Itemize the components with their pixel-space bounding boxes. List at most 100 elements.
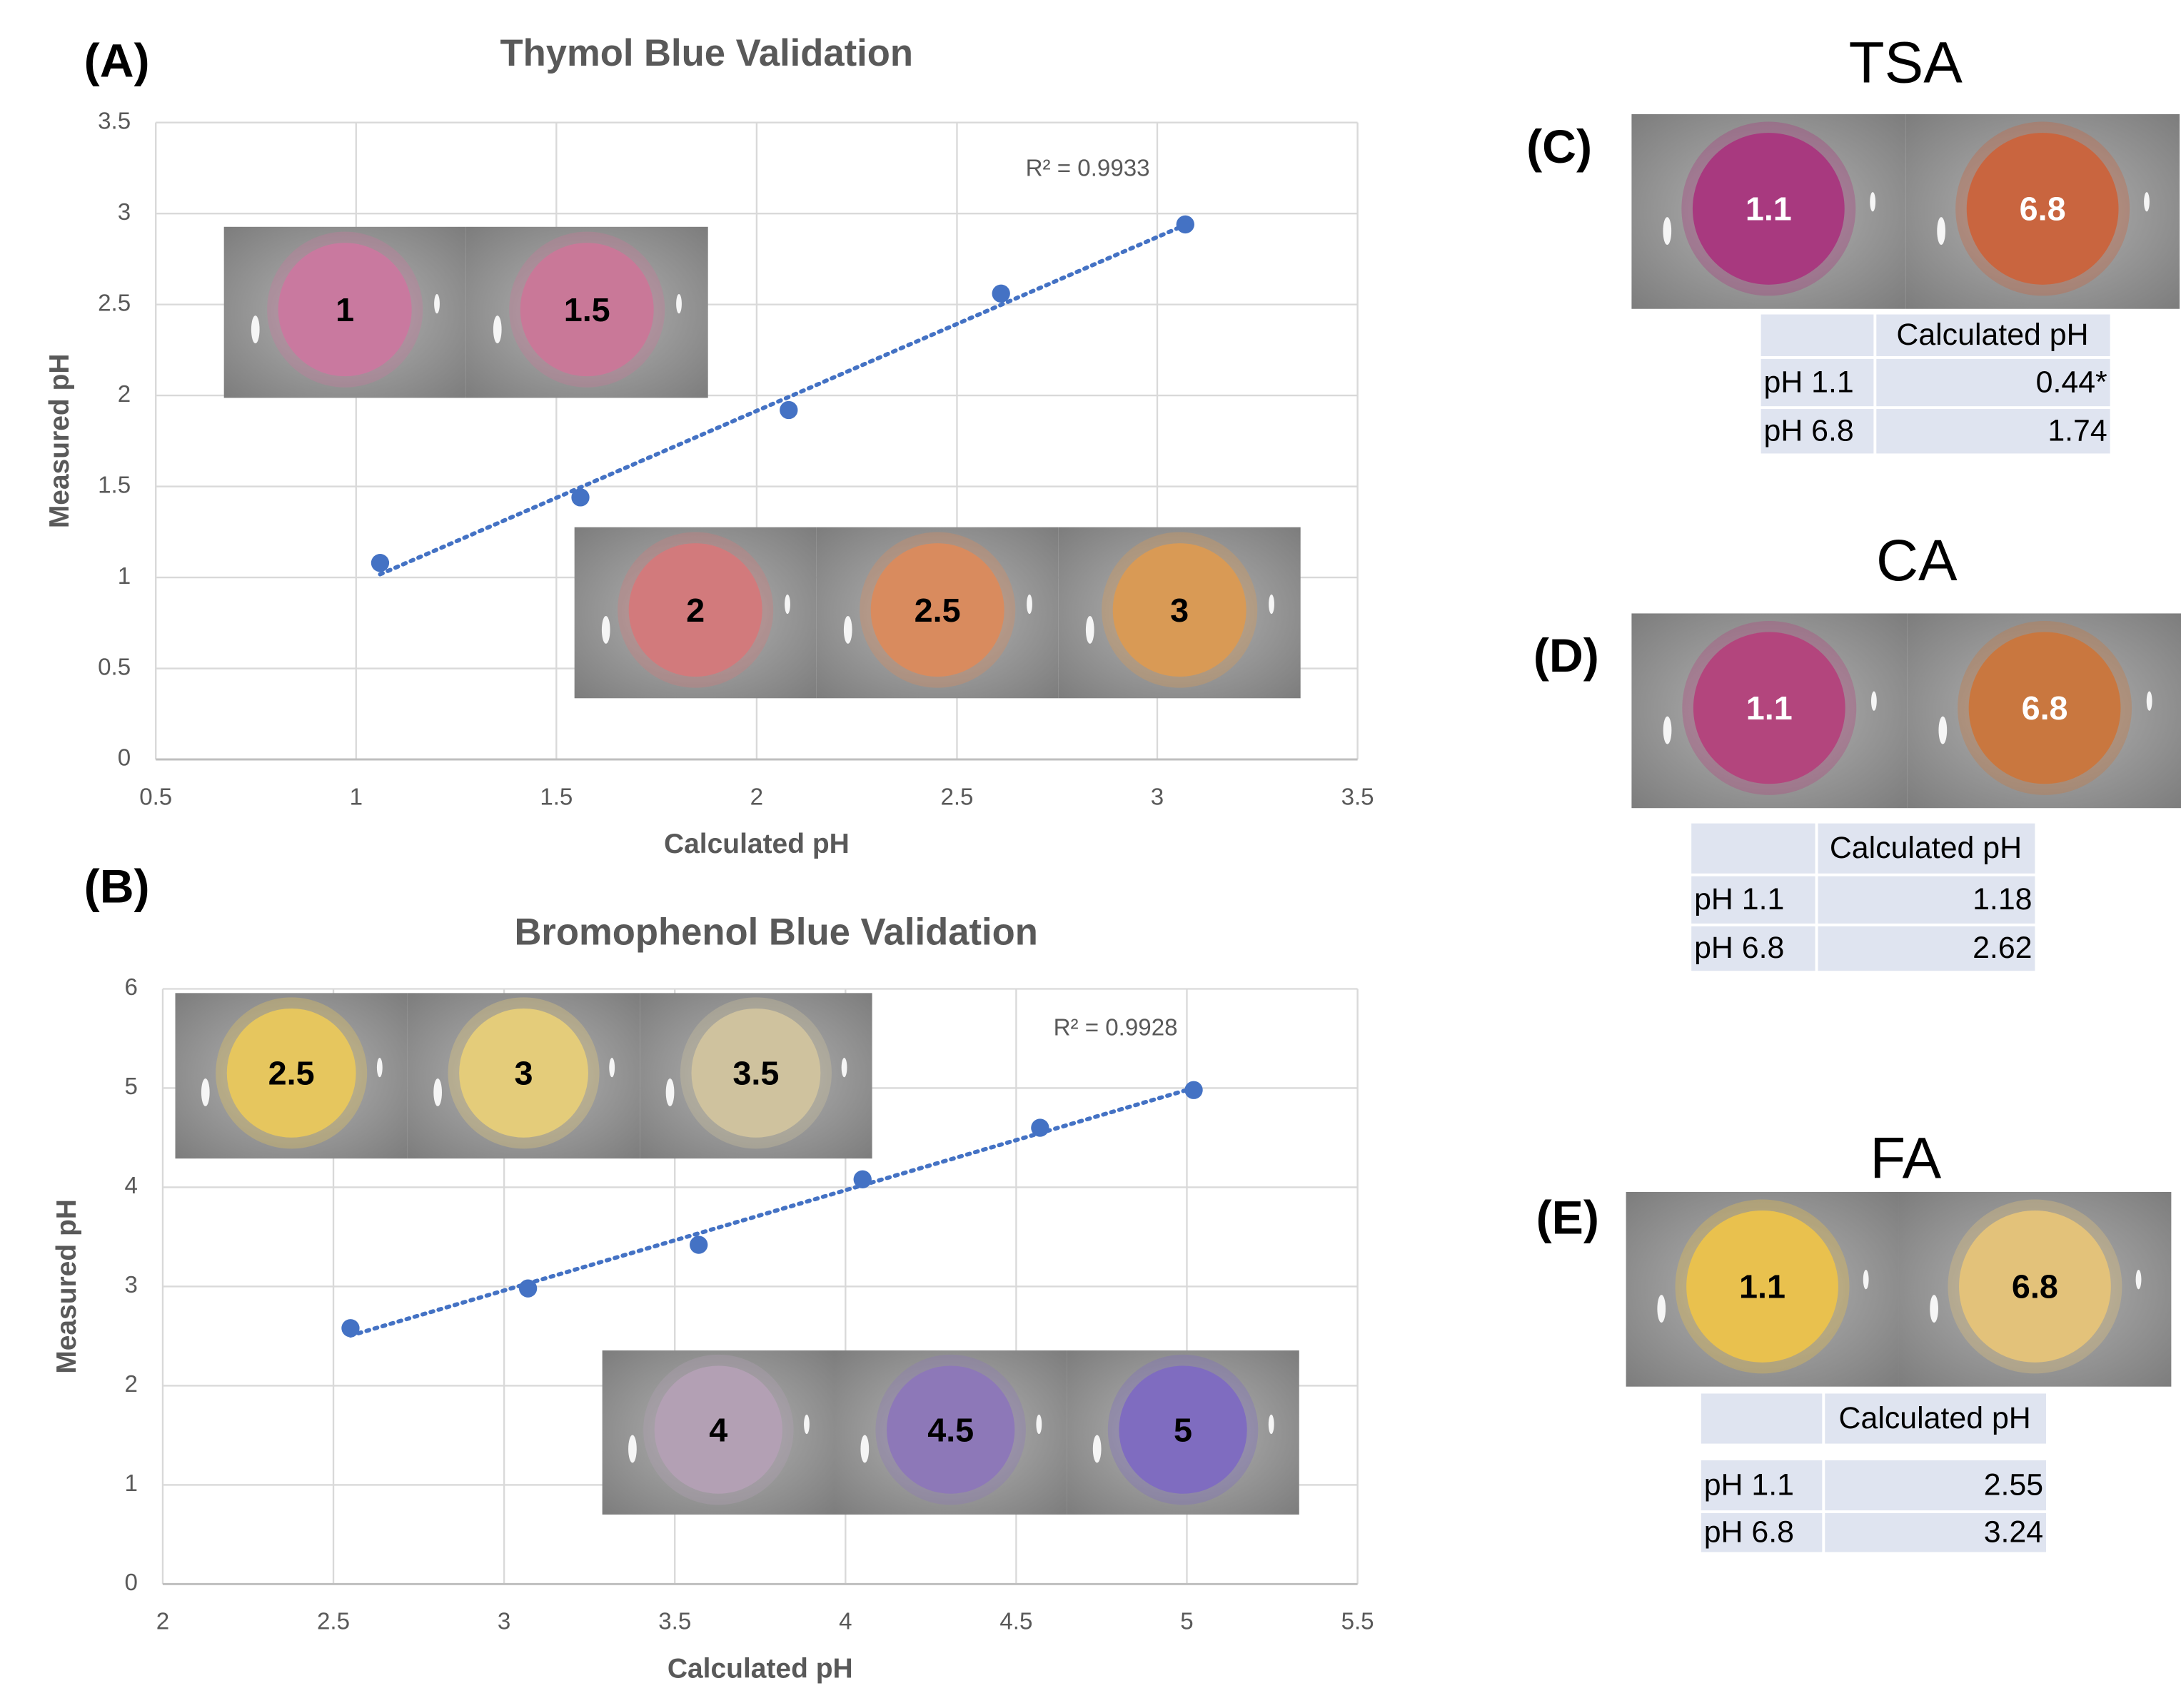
photo-glare	[1036, 1414, 1042, 1435]
table-cell	[1818, 823, 2035, 874]
table-cell	[1818, 876, 2035, 924]
table-cell	[1691, 926, 1815, 971]
y-axis-title: Measured pH	[51, 1199, 82, 1374]
table-cell	[1818, 926, 2035, 971]
photo-glare	[1938, 716, 1948, 744]
photo-glare	[804, 1414, 810, 1435]
data-point	[371, 553, 390, 572]
x-tick-label: 5.5	[1341, 1609, 1374, 1635]
photo-glare	[1269, 594, 1274, 615]
photo-sample	[226, 1008, 356, 1138]
photo-glare	[2146, 691, 2152, 711]
y-tick-label: 5	[124, 1073, 137, 1100]
photo-label: 1.5	[564, 291, 610, 328]
photo-glare	[843, 615, 852, 644]
photo-glare	[433, 1078, 443, 1106]
trendline	[378, 223, 1188, 577]
photo-label: 1.1	[1739, 1268, 1785, 1305]
data-point	[518, 1279, 538, 1298]
annotation: R² = 0.9928	[1054, 1015, 1178, 1041]
x-tick-label: 5	[1180, 1609, 1193, 1635]
x-tick-label: 4.5	[999, 1609, 1032, 1635]
data-point	[1184, 1081, 1203, 1099]
photo-sample	[1692, 133, 1845, 285]
y-tick-label: 2	[124, 1371, 137, 1398]
photo-glare	[1657, 1295, 1666, 1323]
table-cell	[1701, 1460, 1823, 1511]
x-tick-label: 4	[839, 1609, 852, 1635]
photo-sample	[1112, 543, 1246, 677]
photo-glare	[1085, 615, 1094, 644]
y-tick-label: 3.5	[98, 108, 131, 134]
table-value: 1.18	[1973, 882, 2032, 916]
photo-label: 2.5	[268, 1055, 315, 1092]
photo-sample	[1693, 632, 1845, 784]
x-tick-label: 3	[1151, 784, 1164, 810]
table-value: 2.55	[1984, 1467, 2043, 1502]
photo-sample	[654, 1365, 782, 1494]
table-cell	[1876, 358, 2110, 407]
photo-label: 6.8	[2020, 191, 2066, 228]
panel-label: (B)	[84, 861, 150, 914]
y-tick-label: 1.5	[98, 472, 131, 498]
annotation: R² = 0.9933	[1026, 156, 1150, 182]
photo-label: 2.5	[915, 592, 961, 629]
photo-sample	[459, 1008, 588, 1138]
panel-title: CA	[1876, 528, 1958, 593]
photo-glare	[493, 315, 502, 344]
photo-glare	[1930, 1295, 1938, 1323]
data-point	[780, 400, 798, 420]
table-cell	[1761, 358, 1874, 407]
photo-sample	[1968, 632, 2121, 784]
photo-sample	[870, 543, 1004, 677]
y-tick-label: 1	[124, 1470, 137, 1497]
photo-glare	[376, 1058, 383, 1078]
photo-glare	[1870, 192, 1876, 212]
y-tick-label: 0.5	[98, 654, 131, 680]
table-value: 1.74	[2047, 413, 2107, 448]
photo-glare	[609, 1058, 615, 1078]
x-tick-label: 3.5	[1341, 784, 1374, 810]
table-row-label: pH 1.1	[1704, 1467, 1794, 1502]
table-cell	[1701, 1393, 1823, 1444]
photo-sample	[691, 1008, 821, 1138]
photo-label: 1.1	[1746, 689, 1793, 727]
table-header: Calculated pH	[1839, 1401, 2031, 1435]
photo-glare	[1870, 691, 1877, 711]
photo-label: 6.8	[2012, 1268, 2058, 1305]
photo-label: 4	[709, 1411, 727, 1448]
photo-sample	[887, 1365, 1015, 1494]
data-point	[690, 1235, 708, 1254]
chart-title: Bromophenol Blue Validation	[514, 911, 1037, 953]
table-cell	[1825, 1460, 2047, 1511]
y-tick-label: 3	[118, 199, 131, 226]
panel-label: (E)	[1536, 1191, 1599, 1244]
table-cell	[1701, 1513, 1823, 1552]
y-tick-label: 2.5	[98, 290, 131, 316]
photo-glare	[1092, 1435, 1102, 1463]
chart-title: Thymol Blue Validation	[500, 32, 913, 74]
photo-glare	[665, 1078, 675, 1106]
photo-label: 1.1	[1746, 191, 1792, 228]
table-row-label: pH 6.8	[1694, 931, 1784, 965]
photo-label: 3	[1170, 592, 1189, 629]
photo-sample	[1119, 1365, 1247, 1494]
photo-sample	[1686, 1211, 1838, 1363]
photo-glare	[628, 1435, 637, 1463]
x-tick-label: 2.5	[940, 784, 973, 810]
table-row-label: pH 1.1	[1763, 365, 1853, 399]
x-axis-title: Calculated pH	[668, 1653, 853, 1684]
table-header: Calculated pH	[1830, 831, 2022, 865]
photo-sample	[1959, 1211, 2111, 1363]
table-cell	[1876, 314, 2110, 356]
panel-label: (C)	[1526, 121, 1592, 173]
photo-label: 6.8	[2022, 689, 2068, 727]
photo-label: 5	[1174, 1411, 1192, 1448]
photo-label: 3	[515, 1055, 533, 1092]
photo-glare	[2144, 192, 2150, 212]
photo-glare	[1268, 1414, 1274, 1435]
panel-label: (A)	[84, 34, 150, 87]
